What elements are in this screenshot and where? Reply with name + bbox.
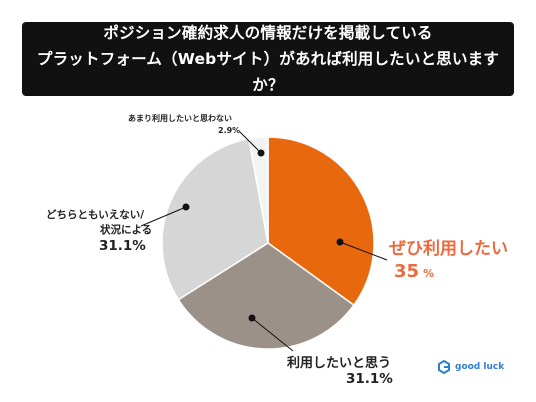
slice-neutral — [161, 137, 269, 301]
logo-text: good luck — [455, 362, 505, 372]
good-luck-logo-icon — [438, 360, 450, 374]
leader-definitely-use-dot — [336, 238, 344, 246]
slice-pct-number: 35 — [394, 261, 420, 282]
slice-label-neutral-line2: 状況による — [100, 224, 153, 236]
leader-neutral — [140, 206, 187, 227]
good-luck-logo: good luck — [437, 360, 504, 374]
slice-rarely-use — [247, 136, 269, 244]
title-line-2: プラットフォーム（Webサイト）があれば利用したいと思いますか？ — [36, 50, 500, 94]
slice-want-use — [177, 242, 355, 350]
slice-label-rarely-use: あまり利用したいと思わない — [128, 114, 232, 123]
slice-definitely-use — [267, 136, 375, 307]
slice-label-want-use: 利用したいと思う — [287, 356, 392, 371]
leader-rarely-use — [239, 131, 262, 154]
leader-want-use — [251, 317, 294, 352]
leader-want-use-dot — [248, 314, 256, 322]
leader-neutral-dot — [182, 203, 190, 211]
slice-pct-unit: % — [423, 267, 435, 280]
slice-pct-rarely-use: 2.9% — [218, 126, 241, 135]
leader-rarely-use-dot — [257, 149, 265, 157]
slice-pct-want-use: 31.1% — [346, 371, 393, 387]
chart-title: ポジション確約求人の情報だけを掲載している プラットフォーム（Webサイト）があ… — [22, 22, 514, 96]
slice-label-neutral-line1: どちらともいえない/ — [46, 209, 145, 221]
slice-pct-neutral: 31.1% — [99, 238, 146, 254]
leader-definitely-use — [339, 241, 388, 261]
slice-label-definitely-use: ぜひ利用したい — [389, 239, 508, 259]
title-line-1: ポジション確約求人の情報だけを掲載している — [103, 24, 433, 42]
slice-pct-definitely-use: 35% — [394, 261, 434, 282]
